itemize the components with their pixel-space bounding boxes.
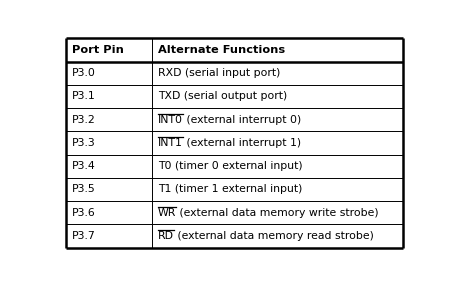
Text: TXD (serial output port): TXD (serial output port) xyxy=(158,91,287,101)
Text: P3.0: P3.0 xyxy=(72,68,96,78)
Text: Alternate Functions: Alternate Functions xyxy=(158,45,285,55)
Text: P3.4: P3.4 xyxy=(72,161,96,171)
Text: (external interrupt 1): (external interrupt 1) xyxy=(183,138,301,148)
Text: T0 (timer 0 external input): T0 (timer 0 external input) xyxy=(158,161,303,171)
Text: P3.6: P3.6 xyxy=(72,208,96,218)
Text: RXD (serial input port): RXD (serial input port) xyxy=(158,68,281,78)
Text: Port Pin: Port Pin xyxy=(72,45,124,55)
Text: P3.1: P3.1 xyxy=(72,91,96,101)
Text: T1 (timer 1 external input): T1 (timer 1 external input) xyxy=(158,185,302,194)
Text: P3.5: P3.5 xyxy=(72,185,96,194)
Text: P3.3: P3.3 xyxy=(72,138,96,148)
Text: P3.7: P3.7 xyxy=(72,231,96,241)
Text: INT1: INT1 xyxy=(158,138,183,148)
Text: RD: RD xyxy=(158,231,174,241)
Text: (external interrupt 0): (external interrupt 0) xyxy=(183,115,301,125)
Text: P3.2: P3.2 xyxy=(72,115,96,125)
Text: INT0: INT0 xyxy=(158,115,183,125)
Text: WR: WR xyxy=(158,208,177,218)
Text: (external data memory write strobe): (external data memory write strobe) xyxy=(177,208,379,218)
Text: (external data memory read strobe): (external data memory read strobe) xyxy=(174,231,374,241)
